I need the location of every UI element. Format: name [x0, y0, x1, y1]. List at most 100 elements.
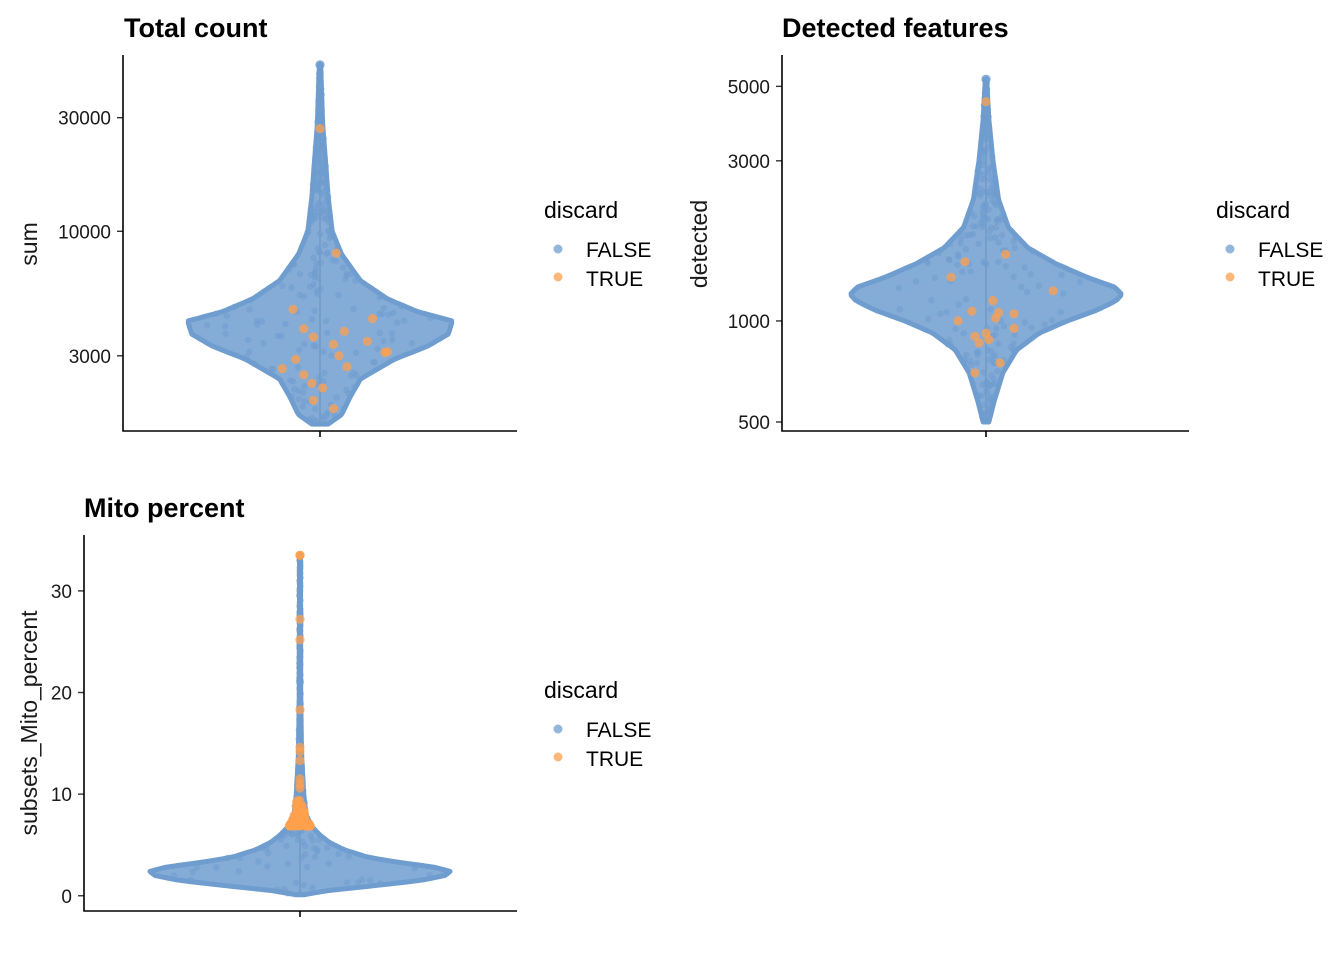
point-true	[293, 806, 302, 815]
point-false	[264, 863, 271, 870]
point-false	[328, 352, 335, 359]
point-false	[294, 836, 302, 844]
point-false	[385, 311, 393, 318]
point-false	[307, 205, 315, 213]
panel-mito-percent: Mito percent subsets_Mito_percent 0 10 20 3…	[16, 493, 651, 917]
axis-lines	[122, 55, 517, 432]
point-true	[295, 746, 305, 757]
point-false	[316, 162, 323, 170]
point-false	[301, 383, 308, 390]
panel-total-count: Total count sum 3000 10000 30000 discard F…	[16, 13, 651, 437]
point-true	[295, 635, 305, 645]
point-false	[254, 321, 261, 328]
legend-swatch-true	[553, 752, 563, 762]
point-false	[972, 183, 979, 190]
point-false	[311, 160, 319, 167]
point-false	[318, 154, 325, 161]
point-false	[896, 306, 903, 313]
point-false	[297, 659, 304, 667]
point-false	[350, 369, 357, 376]
point-false	[296, 270, 304, 278]
point-true	[286, 822, 295, 831]
y-axis-label: sum	[16, 222, 42, 265]
point-false	[962, 296, 970, 303]
point-false	[895, 284, 903, 292]
point-false	[989, 353, 996, 360]
point-false	[282, 320, 289, 327]
point-true	[362, 336, 372, 346]
point-false	[320, 207, 328, 214]
point-false	[288, 284, 295, 291]
point-false	[311, 853, 319, 861]
point-false	[1035, 282, 1043, 289]
point-false	[294, 364, 302, 371]
point-false	[308, 316, 316, 323]
point-false	[924, 315, 932, 323]
point-false	[1023, 288, 1031, 296]
point-false	[348, 270, 355, 278]
panel-detected-features: Detected features detected 5001000300050…	[686, 13, 1323, 437]
point-false	[335, 292, 342, 299]
point-true	[967, 306, 977, 316]
point-false	[321, 369, 328, 376]
y-ticks: 500 1000 3000 5000	[728, 77, 782, 434]
point-false	[992, 234, 999, 241]
point-false	[203, 322, 211, 329]
point-false	[251, 360, 258, 367]
point-false	[943, 309, 950, 316]
point-false	[351, 384, 358, 391]
legend: discard FALSE TRUE	[1216, 197, 1323, 291]
point-false	[983, 90, 990, 98]
point-false	[296, 686, 303, 694]
point-false	[270, 366, 277, 373]
point-true	[299, 324, 309, 334]
point-false	[1018, 283, 1025, 291]
point-false	[320, 149, 327, 156]
point-false	[975, 240, 982, 247]
point-false	[312, 405, 319, 412]
point-false	[244, 336, 252, 343]
point-false	[377, 880, 384, 887]
point-false	[304, 863, 311, 871]
point-false	[952, 325, 959, 333]
point-false	[957, 235, 965, 242]
point-false	[324, 409, 331, 416]
point-false	[298, 854, 305, 861]
point-false	[323, 317, 330, 325]
point-false	[1048, 316, 1056, 324]
point-false	[987, 235, 994, 242]
point-false	[235, 868, 242, 875]
point-false	[231, 303, 238, 311]
point-false	[1076, 278, 1084, 285]
legend-entry-false: FALSE	[1258, 239, 1323, 262]
point-false	[427, 315, 434, 322]
point-false	[323, 185, 330, 192]
legend-entry-false: FALSE	[586, 239, 651, 262]
point-false	[984, 379, 991, 386]
point-false	[301, 340, 308, 348]
point-false	[983, 415, 990, 423]
point-false	[985, 397, 992, 405]
point-false	[296, 698, 303, 706]
point-false	[990, 376, 997, 383]
point-false	[295, 767, 302, 774]
point-false	[320, 348, 327, 355]
legend-entry-false: FALSE	[586, 719, 651, 742]
point-false	[374, 345, 381, 353]
point-true	[295, 783, 305, 793]
point-false	[314, 245, 322, 252]
point-false	[325, 860, 332, 867]
point-false	[170, 872, 178, 879]
point-false	[323, 250, 330, 258]
point-false	[246, 348, 253, 355]
point-false	[318, 107, 325, 115]
violin-plot-area	[848, 74, 1124, 425]
point-false	[980, 369, 987, 376]
point-false	[310, 281, 317, 288]
point-false	[224, 854, 231, 862]
point-true	[308, 395, 318, 405]
point-true	[300, 812, 309, 821]
point-false	[995, 258, 1002, 266]
point-false	[316, 94, 323, 101]
point-false	[187, 876, 195, 884]
